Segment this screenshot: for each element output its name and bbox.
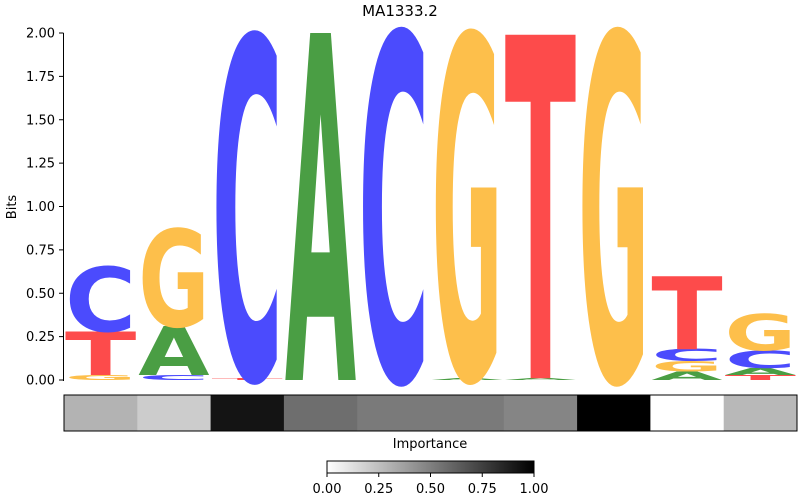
- colorbar-gradient: [326, 460, 535, 474]
- logo-letter-c: C: [725, 346, 796, 374]
- logo-letter-a: A: [432, 378, 504, 381]
- logo-letter-t: T: [65, 320, 136, 389]
- heatmap-frame: [63, 394, 798, 432]
- logo-letter-g: G: [138, 203, 209, 358]
- y-tick-label: 0.25: [26, 330, 55, 345]
- y-tick-label: 0.75: [26, 243, 55, 258]
- importance-cell: [503, 395, 578, 431]
- importance-cell: [64, 395, 138, 431]
- y-tick-label: 2.00: [26, 27, 55, 42]
- logo-column: CAG: [138, 203, 209, 391]
- colorbar-tick-label: 0.50: [416, 482, 445, 497]
- logo-letter-c: C: [65, 250, 136, 353]
- logo-letter-g: G: [651, 358, 722, 375]
- logo-letter-g: G: [725, 304, 796, 363]
- importance-cell: [210, 395, 285, 431]
- y-axis-label: Bits: [5, 195, 20, 220]
- importance-label: Importance: [393, 437, 468, 452]
- colorbar-tick-label: 1.00: [520, 482, 549, 497]
- y-axis: 0.00 0.25 0.50 0.75 1.00 1.25 1.50 1.75 2.00: [26, 27, 64, 389]
- y-tick-label: 0.00: [26, 374, 55, 389]
- y-tick-label: 1.75: [26, 70, 55, 85]
- y-tick-label: 0.50: [26, 287, 55, 302]
- importance-cell: [430, 395, 505, 431]
- logo-letter-a: A: [138, 313, 209, 391]
- logo-letter-g: G: [65, 373, 136, 381]
- chart-title: MA1333.2: [362, 2, 438, 20]
- logo-column: GTC: [65, 250, 136, 390]
- logo-letter-t: T: [651, 257, 723, 373]
- colorbar-tick-label: 0.00: [313, 482, 342, 497]
- y-tick-label: 1.50: [26, 113, 55, 128]
- importance-cell: [357, 395, 431, 431]
- logo-letter-a: A: [725, 366, 797, 377]
- logo-letter-t: T: [212, 378, 284, 381]
- logo-letter-a: A: [505, 378, 577, 381]
- colorbar-tick-label: 0.25: [364, 482, 393, 497]
- logo-letter-c: C: [138, 373, 209, 381]
- colorbar-tick-label: 0.75: [468, 482, 497, 497]
- importance-cell: [137, 395, 212, 431]
- importance-cell: [723, 395, 798, 431]
- importance-colorbar: 0.00 0.25 0.50 0.75 1.00: [313, 460, 549, 497]
- importance-cell: [650, 395, 725, 431]
- importance-cell: [283, 395, 358, 431]
- importance-heatmap: [63, 394, 798, 432]
- y-tick-label: 1.25: [26, 157, 55, 172]
- importance-cell: [577, 395, 651, 431]
- logo-letter-a: A: [651, 369, 723, 383]
- y-tick-label: 1.00: [26, 200, 55, 215]
- logo-letter-c: C: [651, 346, 722, 365]
- logo-letter-t: T: [725, 373, 797, 381]
